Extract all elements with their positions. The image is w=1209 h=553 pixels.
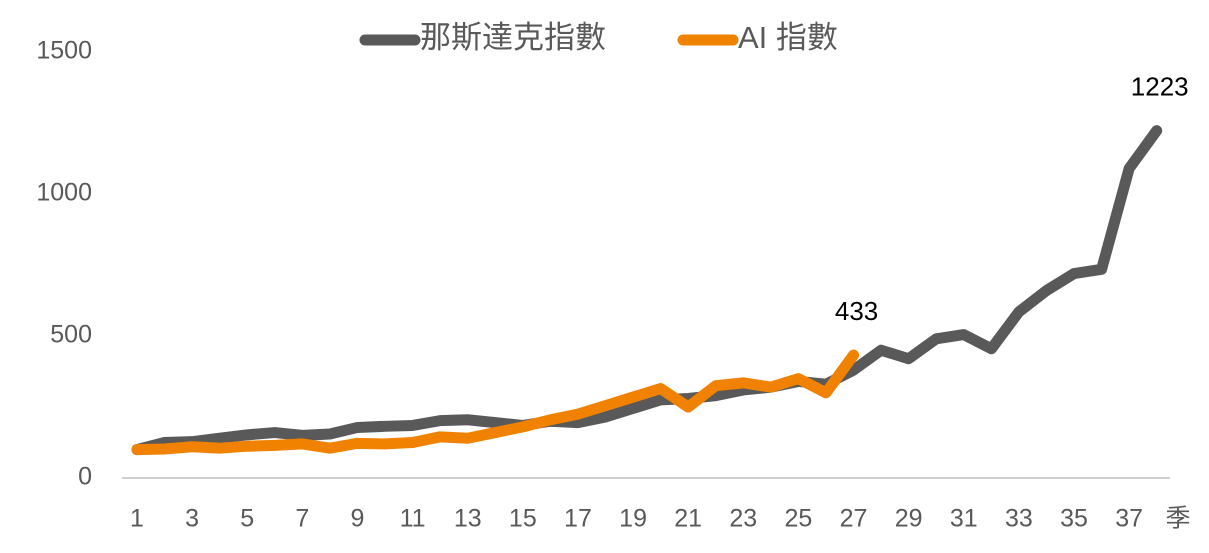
x-tick-label: 33 — [1005, 505, 1033, 533]
x-tick-label: 21 — [674, 505, 702, 533]
x-tick-label: 9 — [351, 505, 365, 533]
x-tick-label: 25 — [785, 505, 813, 533]
data-label: 1223 — [1131, 72, 1189, 102]
data-label: 433 — [835, 296, 878, 326]
x-tick-label: 23 — [729, 505, 757, 533]
x-tick-label: 17 — [564, 505, 592, 533]
x-tick-label: 31 — [950, 505, 978, 533]
x-tick-label: 35 — [1060, 505, 1088, 533]
x-tick-label: 7 — [295, 505, 309, 533]
x-tick-label: 15 — [509, 505, 537, 533]
y-tick-label: 500 — [50, 321, 92, 349]
x-tick-label: 11 — [400, 505, 426, 533]
series-line — [131, 349, 860, 456]
x-tick-label: 1 — [130, 505, 144, 533]
legend-label: 那斯達克指數 — [420, 20, 606, 55]
legend-label: AI 指數 — [738, 20, 838, 55]
x-tick-label: 5 — [240, 505, 254, 533]
y-tick-label: 0 — [78, 463, 92, 491]
y-tick-label: 1500 — [36, 37, 92, 65]
x-tick-label: 3 — [185, 505, 199, 533]
x-tick-label: 19 — [619, 505, 647, 533]
x-tick-label: 37 — [1115, 505, 1143, 533]
x-tick-label: 29 — [895, 505, 923, 533]
series-line — [131, 125, 1163, 456]
x-tick-label: 13 — [454, 505, 482, 533]
x-tick-label: 27 — [840, 505, 868, 533]
y-tick-label: 1000 — [36, 179, 92, 207]
x-axis-label: 季 — [1165, 505, 1190, 533]
